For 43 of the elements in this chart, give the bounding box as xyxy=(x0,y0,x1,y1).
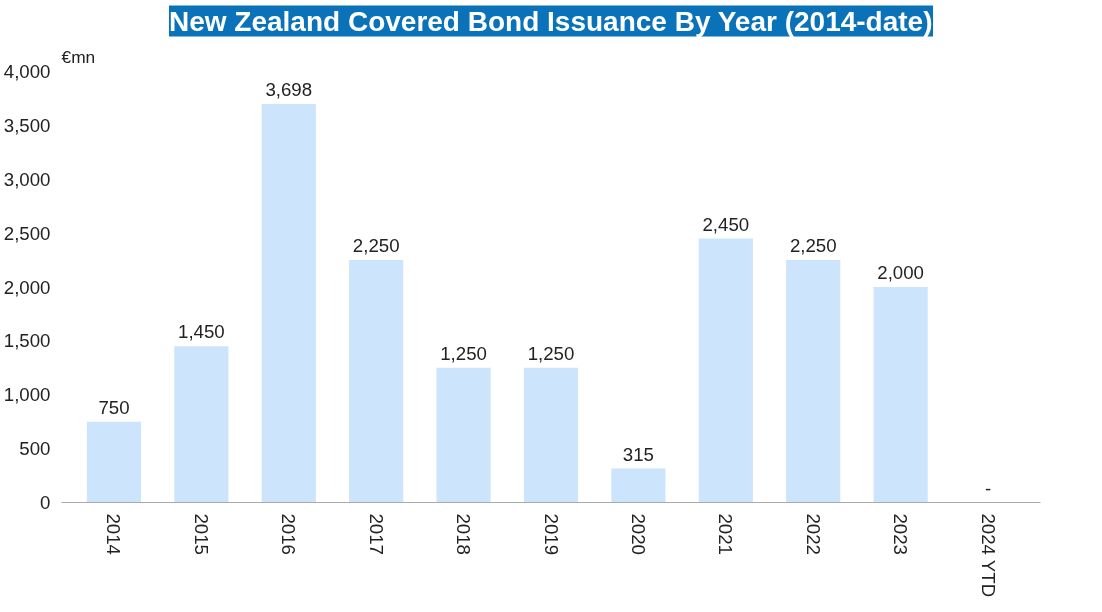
data-label: 2,250 xyxy=(352,235,400,257)
x-tick-label: 2023 xyxy=(890,513,912,556)
data-label: 1,450 xyxy=(178,321,225,343)
data-label: 2,250 xyxy=(789,235,837,257)
x-tick-label: 2014 xyxy=(103,513,125,556)
bar xyxy=(611,468,666,503)
bar xyxy=(436,367,491,503)
data-label: 315 xyxy=(622,443,654,465)
x-tick-label: 2022 xyxy=(802,513,824,556)
data-label: 1,250 xyxy=(440,342,487,364)
bar xyxy=(349,260,404,503)
data-label: - xyxy=(984,477,992,499)
y-tick-label: 500 xyxy=(19,438,51,460)
x-tick-label: 2017 xyxy=(365,513,387,556)
y-tick-label: 4,000 xyxy=(3,61,51,82)
x-tick-label: 2024 YTD xyxy=(977,513,999,598)
x-tick-label: 2018 xyxy=(453,513,475,556)
y-tick-label: 3,000 xyxy=(3,168,51,190)
chart-title: New Zealand Covered Bond Issuance By Year (2014-date) xyxy=(168,5,933,37)
bar xyxy=(174,346,229,503)
x-tick-label: 2019 xyxy=(540,513,562,556)
data-label: 750 xyxy=(98,396,130,418)
y-tick-label: 2,000 xyxy=(3,276,51,298)
x-tick-label: 2020 xyxy=(627,513,649,556)
bar xyxy=(786,260,841,503)
y-tick-label: 3,500 xyxy=(3,114,51,136)
data-label: 3,698 xyxy=(265,79,313,101)
data-label: 2,000 xyxy=(877,262,924,283)
x-tick-label: 2016 xyxy=(278,513,300,556)
y-tick-label: 1,000 xyxy=(3,384,51,406)
bar xyxy=(261,104,316,503)
y-tick-label: 1,500 xyxy=(3,330,51,352)
bar xyxy=(523,367,579,503)
bar xyxy=(86,421,142,503)
y-tick-label: 2,500 xyxy=(3,222,51,244)
y-axis-title: €mn xyxy=(61,46,96,67)
x-tick-label: 2015 xyxy=(190,513,212,556)
bar xyxy=(698,238,753,503)
y-tick-label: 0 xyxy=(40,492,51,513)
data-label: 2,450 xyxy=(702,213,750,235)
x-tick-label: 2021 xyxy=(715,513,737,556)
bar xyxy=(873,287,928,503)
data-label: 1,250 xyxy=(527,342,575,364)
